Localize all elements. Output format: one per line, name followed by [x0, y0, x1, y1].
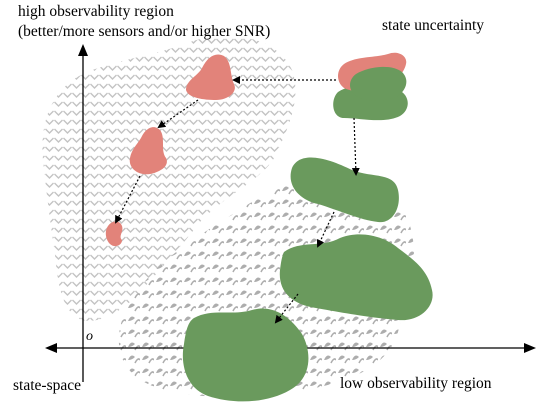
origin-label: o [86, 329, 93, 344]
initial-overlap-uncertainty [350, 66, 407, 101]
red-uncertainty-2 [186, 54, 235, 100]
x-axis-right-arrowhead [524, 343, 536, 353]
state-space-label: state-space [13, 377, 81, 394]
arrow-red-3-to-red-4 [115, 175, 141, 224]
green-uncertainty-3 [279, 234, 433, 321]
high-observability-region [42, 35, 296, 321]
state-uncertainty-label: state uncertainty [382, 17, 484, 34]
red-uncertainty-3 [129, 127, 167, 175]
high-observability-label: high observability region [18, 3, 174, 20]
high-observability-detail-label: (better/more sensors and/or higher SNR) [18, 23, 271, 40]
red-uncertainty-4 [105, 221, 123, 247]
low-observability-label: low observability region [340, 375, 492, 392]
arrow-initial-to-green-2 [351, 117, 360, 176]
x-axis-left-arrowhead [45, 343, 57, 353]
green-uncertainty-4 [182, 308, 309, 402]
green-uncertainty-2 [290, 157, 399, 223]
y-axis-arrowhead [78, 44, 88, 56]
arrow-green-3-to-green-4 [274, 293, 299, 324]
